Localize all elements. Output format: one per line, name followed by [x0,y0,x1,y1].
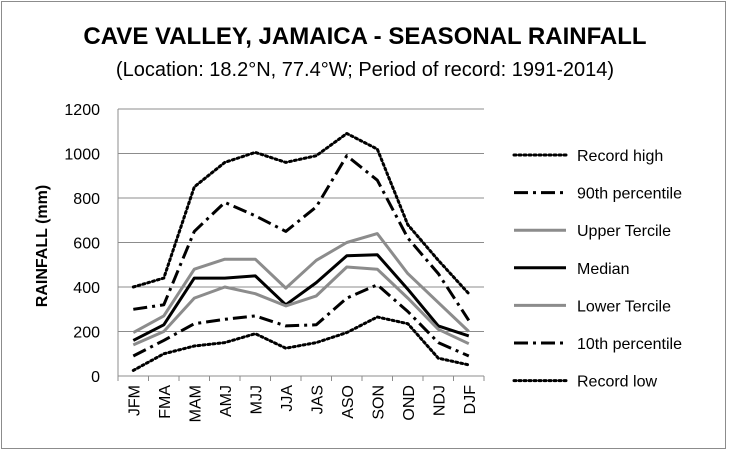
y-tick-label: 1000 [64,147,100,164]
legend-label-6: Record low [577,374,657,391]
y-tick-label: 0 [91,369,100,386]
chart-subtitle: (Location: 18.2°N, 77.4°W; Period of rec… [116,59,614,81]
x-tick-labels: JFM FMA MAM AMJ MJJ JJA JAS ASO SON OND NDJ DJF [126,385,479,423]
x-tick-label: OND [401,385,418,421]
y-tick-label: 200 [73,325,100,342]
series-line-2 [132,232,470,334]
series-line-6 [131,315,471,372]
series-line-0 [131,132,471,296]
chart-title: CAVE VALLEY, JAMAICA - SEASONAL RAINFALL [83,23,646,50]
series-lines [131,132,471,372]
legend-label-2: Upper Tercile [577,223,671,240]
series-line-5 [132,283,470,358]
legend-label-3: Median [577,261,629,278]
legend-label-0: Record high [577,148,663,165]
y-tick-label: 400 [73,280,100,297]
series-line-4 [132,265,470,347]
y-tick-label: 600 [73,236,100,253]
y-tick-label: 1200 [64,102,100,119]
legend: Record high 90th percentile Upper Tercile M… [512,148,682,391]
x-tick-label: JFM [126,385,143,416]
series-line-3 [132,253,470,342]
legend-label-4: Lower Tercile [577,298,671,315]
x-tick-label: JAS [309,385,326,414]
y-tick-label: 800 [73,191,100,208]
legend-label-5: 10th percentile [577,336,682,353]
x-tick-label: JJA [279,385,296,412]
x-tick-label: AMJ [218,385,235,417]
x-tick-label: SON [370,385,387,420]
y-tick-labels: 0 200 400 600 800 1000 1200 [64,102,100,386]
x-tick-label: MJJ [248,385,265,414]
x-tick-label: MAM [187,385,204,422]
gridlines [118,108,484,332]
x-tick-label: NDJ [431,385,448,416]
x-tick-label: FMA [157,385,174,419]
x-tick-label: ASO [340,385,357,419]
axes [117,109,485,381]
x-tick-label: DJF [462,385,479,415]
legend-label-1: 90th percentile [577,186,682,203]
y-axis-label: RAINFALL (mm) [34,185,51,307]
